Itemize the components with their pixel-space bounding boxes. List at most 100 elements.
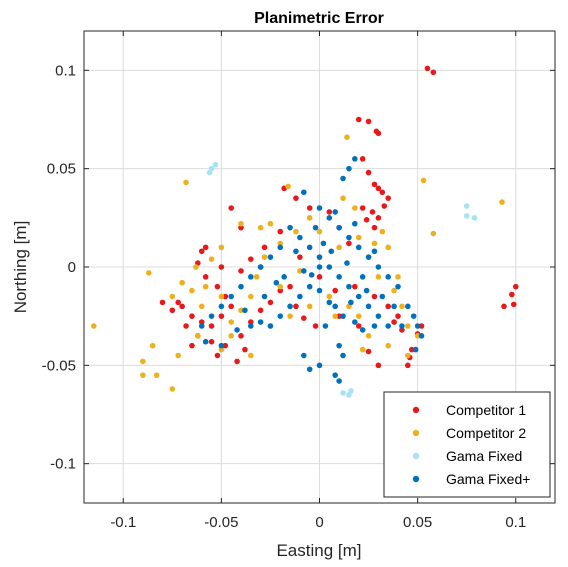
- data-point: [189, 313, 195, 319]
- data-point: [293, 195, 299, 201]
- data-point: [218, 293, 225, 300]
- data-point: [208, 313, 215, 319]
- data-point: [381, 203, 388, 209]
- data-point: [375, 185, 382, 192]
- data-point: [228, 333, 234, 339]
- data-point: [363, 287, 370, 294]
- data-point: [346, 240, 352, 247]
- data-point: [242, 346, 248, 353]
- legend-label: Competitor 2: [446, 425, 526, 441]
- data-point: [316, 287, 323, 294]
- data-point: [336, 274, 342, 280]
- data-point: [287, 303, 293, 310]
- series-1: [159, 65, 519, 369]
- data-point: [214, 283, 221, 290]
- data-point: [189, 342, 195, 349]
- data-point: [346, 283, 352, 290]
- data-point: [375, 313, 382, 319]
- data-point: [183, 179, 189, 186]
- data-point: [371, 293, 378, 300]
- data-point: [293, 303, 299, 310]
- data-point: [228, 303, 234, 310]
- data-point: [375, 362, 382, 369]
- data-point: [140, 372, 146, 378]
- data-point: [355, 313, 362, 319]
- data-point: [267, 220, 274, 227]
- y-tick-label: 0.05: [47, 161, 76, 178]
- data-point: [193, 264, 199, 270]
- data-point: [332, 303, 339, 310]
- legend-label: Gama Fixed+: [446, 471, 530, 487]
- data-point: [375, 215, 382, 221]
- data-point: [169, 307, 176, 314]
- data-point: [385, 303, 391, 310]
- y-tick-label: -0.05: [42, 357, 76, 374]
- data-point: [228, 293, 234, 300]
- series-3: [206, 161, 478, 398]
- data-point: [391, 319, 397, 325]
- data-point: [332, 209, 339, 215]
- data-point: [228, 319, 234, 325]
- data-point: [301, 268, 307, 274]
- data-point: [418, 323, 425, 329]
- data-point: [365, 254, 372, 260]
- data-point: [306, 244, 313, 251]
- data-point: [253, 274, 260, 280]
- data-point: [371, 181, 378, 188]
- data-point: [344, 134, 350, 140]
- data-point: [218, 346, 225, 353]
- data-point: [355, 116, 362, 123]
- data-point: [395, 283, 401, 290]
- data-point: [308, 272, 315, 278]
- data-point: [365, 169, 372, 176]
- data-point: [316, 264, 323, 270]
- data-point: [293, 248, 299, 255]
- data-point: [385, 323, 391, 329]
- data-point: [332, 287, 339, 294]
- data-point: [346, 165, 352, 172]
- data-point: [499, 199, 505, 205]
- data-point: [140, 358, 146, 365]
- data-point: [179, 303, 185, 310]
- data-point: [238, 220, 244, 227]
- data-point: [222, 342, 229, 349]
- data-point: [340, 195, 346, 201]
- data-point: [312, 323, 319, 329]
- data-point: [238, 307, 244, 314]
- data-point: [248, 293, 254, 300]
- data-point: [212, 161, 219, 168]
- data-point: [352, 319, 358, 325]
- x-tick-label: 0: [315, 514, 323, 531]
- data-point: [301, 315, 307, 321]
- data-point: [405, 362, 411, 369]
- data-point: [218, 313, 225, 319]
- data-point: [355, 234, 362, 241]
- data-point: [277, 283, 284, 290]
- data-point: [287, 224, 293, 231]
- data-point: [293, 228, 299, 235]
- data-point: [359, 274, 366, 280]
- data-point: [336, 342, 342, 349]
- data-point: [332, 372, 339, 378]
- data-point: [267, 254, 274, 260]
- data-point: [287, 283, 293, 290]
- data-point: [463, 213, 470, 219]
- legend: Competitor 1 Competitor 2 Gama Fixed Gama F…: [383, 391, 551, 498]
- data-point: [248, 323, 254, 329]
- data-point: [202, 274, 209, 280]
- x-axis-label: Easting [m]: [276, 541, 361, 560]
- data-point: [344, 260, 350, 266]
- data-point: [385, 274, 391, 280]
- data-point: [297, 268, 303, 274]
- data-point: [169, 386, 176, 392]
- data-point: [169, 293, 176, 300]
- data-point: [463, 203, 470, 209]
- data-point: [267, 299, 274, 306]
- data-point: [316, 362, 323, 369]
- data-point: [430, 69, 437, 76]
- data-point: [234, 358, 240, 365]
- data-point: [306, 283, 313, 290]
- data-point: [379, 189, 386, 196]
- data-point: [326, 264, 333, 270]
- x-tick-label: -0.05: [204, 514, 238, 531]
